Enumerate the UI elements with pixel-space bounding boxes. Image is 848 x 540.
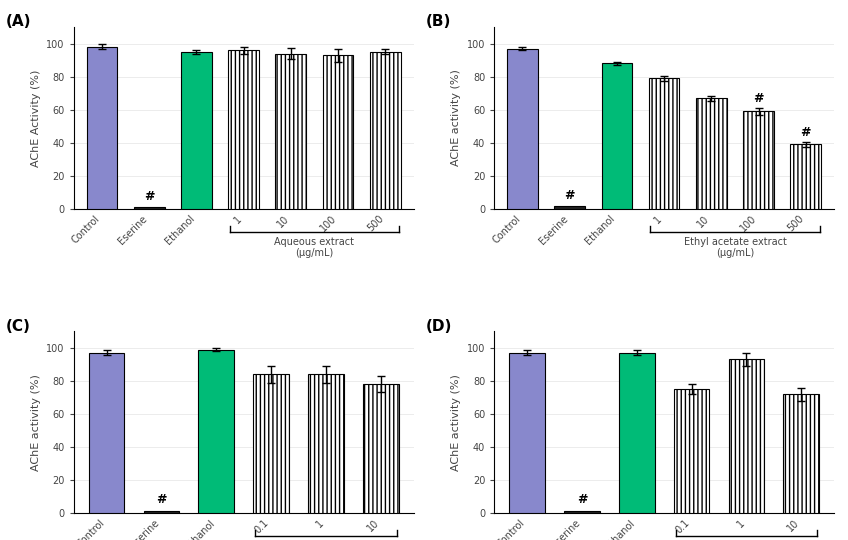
Bar (276, 53, 306, 208)
Text: Ethyl acetate extract: Ethyl acetate extract (683, 237, 786, 247)
Text: #: # (801, 125, 811, 139)
Bar (308, 374, 343, 513)
Y-axis label: AChE activity (%): AChE activity (%) (451, 70, 461, 166)
Bar (619, 353, 655, 513)
Bar (510, 353, 545, 513)
Text: (μg/mL): (μg/mL) (716, 248, 754, 258)
Text: #: # (577, 494, 587, 507)
Bar (555, 206, 585, 208)
Bar (228, 50, 259, 208)
Bar (601, 63, 633, 208)
Text: #: # (753, 92, 764, 105)
Bar (564, 510, 600, 513)
Bar (370, 52, 400, 208)
Bar (134, 207, 165, 208)
Bar (323, 55, 354, 208)
Text: (D): (D) (427, 319, 453, 334)
Text: (B): (B) (427, 15, 451, 29)
Bar (696, 98, 727, 208)
Text: #: # (156, 494, 166, 507)
Bar (649, 78, 679, 208)
Bar (198, 349, 234, 513)
Bar (673, 389, 710, 513)
Bar (790, 144, 821, 208)
Bar (728, 360, 764, 513)
Text: (A): (A) (6, 15, 31, 29)
Text: Aqueous extract: Aqueous extract (275, 237, 354, 247)
Bar (89, 353, 125, 513)
Bar (181, 52, 212, 208)
Y-axis label: AChE Activity (%): AChE Activity (%) (31, 69, 41, 167)
Y-axis label: AChE activity (%): AChE activity (%) (451, 374, 461, 471)
Text: (μg/mL): (μg/mL) (295, 248, 333, 258)
Text: #: # (144, 190, 154, 203)
Bar (743, 111, 774, 208)
Bar (254, 374, 289, 513)
Y-axis label: AChE activity (%): AChE activity (%) (31, 374, 41, 471)
Bar (143, 510, 179, 513)
Bar (363, 384, 399, 513)
Bar (784, 394, 819, 513)
Bar (507, 49, 538, 208)
Text: #: # (565, 189, 575, 202)
Text: (C): (C) (6, 319, 31, 334)
Bar (86, 47, 117, 208)
